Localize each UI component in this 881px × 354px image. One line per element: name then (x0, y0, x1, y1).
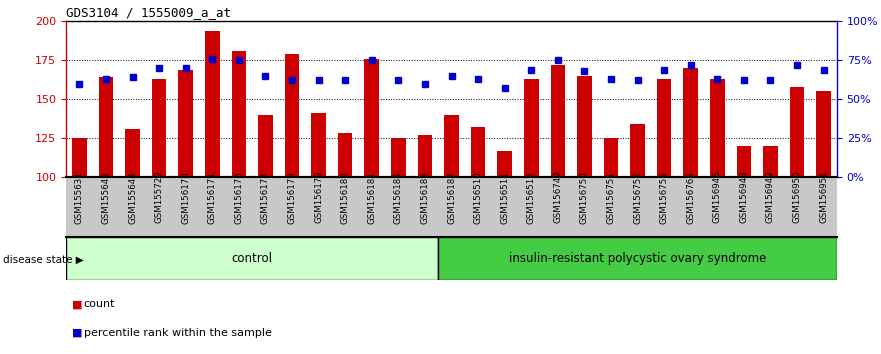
Bar (763, 146, 778, 177)
Bar (710, 79, 725, 177)
FancyBboxPatch shape (66, 237, 438, 280)
Bar (258, 115, 273, 177)
Bar (470, 127, 485, 177)
Bar (418, 135, 433, 177)
Text: count: count (84, 299, 115, 309)
Bar (577, 76, 592, 177)
Text: insulin-resistant polycystic ovary syndrome: insulin-resistant polycystic ovary syndr… (509, 252, 766, 265)
Bar (285, 54, 300, 177)
Text: GDS3104 / 1555009_a_at: GDS3104 / 1555009_a_at (66, 6, 231, 19)
Bar (630, 124, 645, 177)
Bar (205, 30, 219, 177)
Bar (737, 146, 751, 177)
Bar (684, 68, 698, 177)
Bar (657, 79, 671, 177)
Bar (99, 77, 114, 177)
Text: control: control (232, 252, 272, 265)
Bar (125, 129, 140, 177)
Bar (603, 138, 618, 177)
Text: ■: ■ (72, 299, 83, 309)
FancyBboxPatch shape (438, 237, 837, 280)
Bar (817, 91, 831, 177)
Bar (789, 87, 804, 177)
Text: disease state ▶: disease state ▶ (3, 255, 84, 265)
Bar (498, 150, 512, 177)
Bar (365, 59, 379, 177)
Bar (338, 133, 352, 177)
Text: ■: ■ (72, 328, 83, 338)
Bar (178, 69, 193, 177)
Bar (524, 79, 538, 177)
Bar (551, 65, 565, 177)
Text: percentile rank within the sample: percentile rank within the sample (84, 328, 271, 338)
Bar (152, 79, 167, 177)
Bar (232, 51, 246, 177)
Bar (311, 113, 326, 177)
Bar (391, 138, 405, 177)
Bar (444, 115, 459, 177)
Bar (72, 138, 86, 177)
